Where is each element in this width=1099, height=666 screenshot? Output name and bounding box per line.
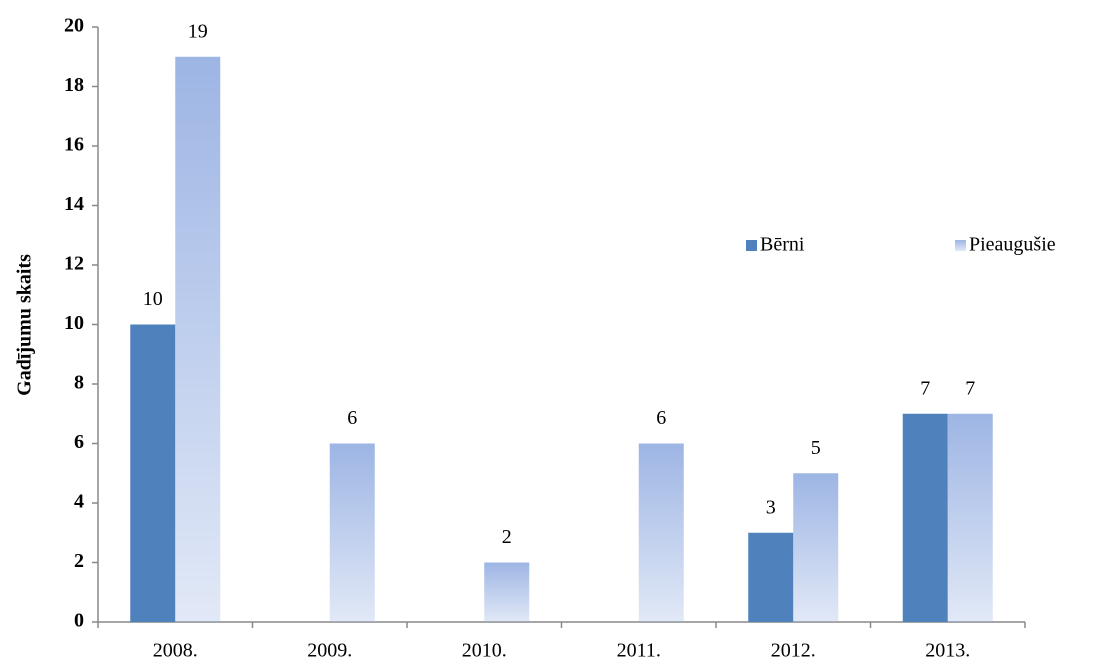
y-tick-label: 18 [64,74,84,96]
data-label: 19 [188,20,208,42]
y-tick-label: 4 [74,491,84,513]
bar [329,443,375,622]
legend-swatch [746,240,757,251]
y-tick-label: 6 [74,431,84,453]
bar [130,324,176,622]
y-tick-label: 14 [64,193,84,215]
data-label: 6 [347,407,357,429]
x-tick-label: 2011. [617,640,661,662]
legend-label: Pieaugušie [969,234,1056,256]
bar [484,562,530,622]
data-label: 5 [811,437,821,459]
y-tick-label: 8 [74,372,84,394]
y-tick-label: 2 [74,550,84,572]
bar [902,413,948,622]
data-label: 3 [766,496,776,518]
legend-swatch [955,240,966,251]
x-tick-label: 2009. [307,640,352,662]
data-label: 7 [965,377,975,399]
y-tick-label: 0 [74,610,84,632]
bar [638,443,684,622]
y-tick-label: 12 [64,253,84,275]
y-axis-label: Gadījumu skaits [14,254,36,396]
x-tick-label: 2008. [153,640,198,662]
bar [947,413,993,622]
bar [793,473,839,622]
y-tick-label: 10 [64,312,84,334]
bar [175,56,221,622]
y-tick-label: 16 [64,134,84,156]
x-tick-label: 2013. [925,640,970,662]
data-label: 7 [920,377,930,399]
bar [748,532,794,622]
x-tick-label: 2012. [771,640,816,662]
y-tick-label: 20 [64,15,84,37]
data-label: 2 [502,526,512,548]
data-label: 10 [143,288,163,310]
data-label: 6 [656,407,666,429]
legend-label: Bērni [760,234,805,256]
x-tick-label: 2010. [462,640,507,662]
